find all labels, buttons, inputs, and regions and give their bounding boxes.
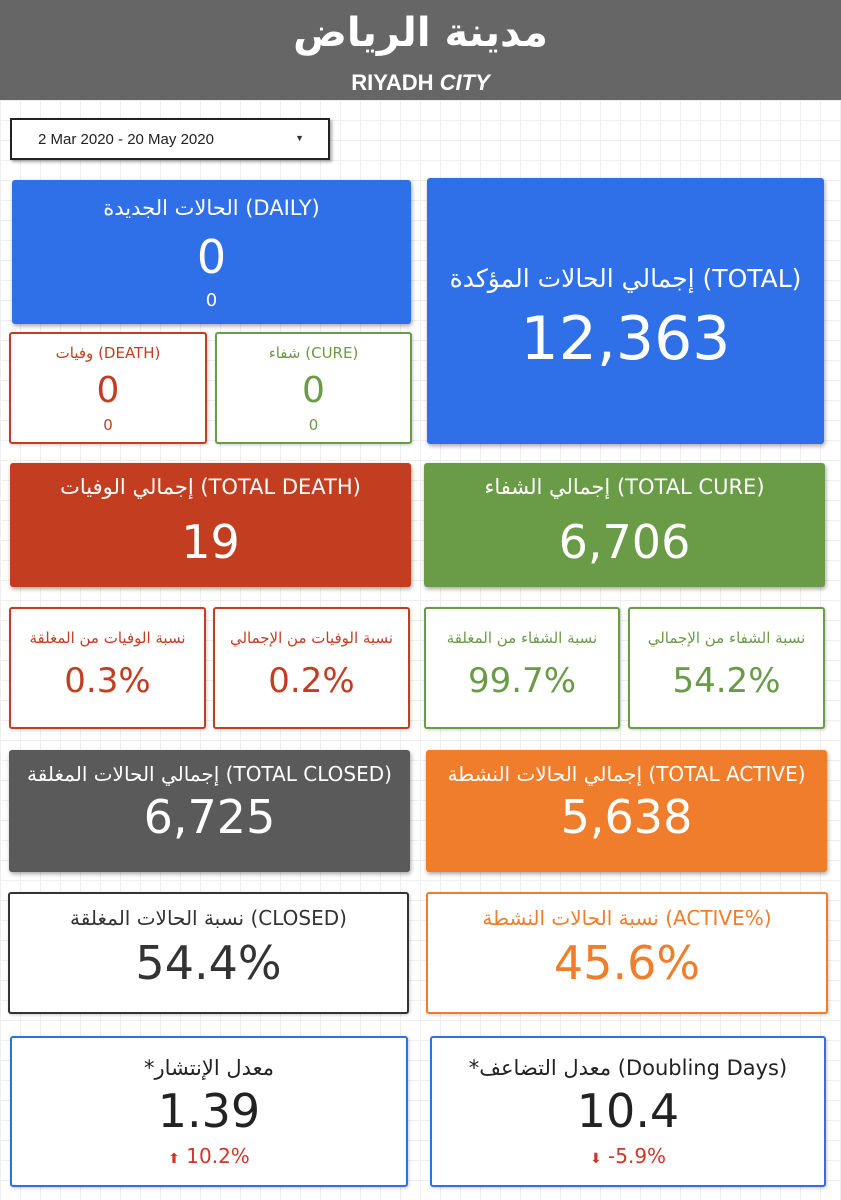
cure-closed-ratio-value: 99.7%: [467, 661, 576, 701]
total-cure-card: إجمالي الشفاء (TOTAL CURE) 6,706: [424, 463, 825, 587]
cure-closed-ratio-card: نسبة الشفاء من المغلقة 99.7%: [424, 607, 620, 729]
spread-rate-change-value: 10.2%: [186, 1144, 250, 1168]
doubling-days-card: *معدل التضاعف (Doubling Days) 10.4 ⬇ -5.…: [430, 1036, 826, 1187]
daily-death-label: وفيات (DEATH): [55, 344, 161, 362]
dropdown-caret-icon: ▼: [295, 133, 304, 143]
death-total-ratio-card: نسبة الوفيات من الإجمالي 0.2%: [213, 607, 410, 729]
spread-rate-label: *معدل الإنتشار: [143, 1056, 275, 1080]
total-closed-label: إجمالي الحالات المغلقة (TOTAL CLOSED): [27, 762, 392, 786]
total-active-value: 5,638: [560, 790, 693, 844]
daily-new-cases-change: 0: [205, 290, 218, 311]
spread-rate-value: 1.39: [157, 1084, 261, 1138]
doubling-days-value: 10.4: [576, 1084, 680, 1138]
arrow-up-icon: ⬆: [168, 1151, 180, 1167]
daily-new-cases-value: 0: [196, 230, 227, 284]
cure-total-ratio-value: 54.2%: [672, 661, 781, 701]
daily-new-cases-card: الحالات الجديدة (DAILY) 0 0: [12, 180, 411, 324]
daily-new-cases-label: الحالات الجديدة (DAILY): [103, 196, 320, 220]
page-title-english-part2: CITY: [439, 70, 490, 95]
total-death-value: 19: [181, 515, 240, 569]
closed-percentage-value: 54.4%: [135, 936, 282, 990]
date-range-value: 2 Mar 2020 - 20 May 2020: [38, 131, 214, 148]
page-title-arabic: مدينة الرياض: [293, 10, 548, 56]
spread-rate-card: *معدل الإنتشار 1.39 ⬆ 10.2%: [10, 1036, 408, 1187]
page-title-english: RIYADH CITY: [0, 70, 841, 96]
daily-cure-card: شفاء (CURE) 0 0: [215, 332, 412, 444]
death-closed-ratio-value: 0.3%: [64, 661, 151, 701]
active-percentage-card: نسبة الحالات النشطة (ACTIVE%) 45.6%: [426, 892, 828, 1014]
total-cure-value: 6,706: [558, 515, 691, 569]
total-confirmed-card: إجمالي الحالات المؤكدة (TOTAL) 12,363: [427, 178, 824, 444]
page-title-english-part1: RIYADH: [351, 70, 440, 95]
total-cure-label: إجمالي الشفاء (TOTAL CURE): [484, 475, 765, 499]
daily-death-value: 0: [96, 370, 120, 411]
date-range-picker[interactable]: 2 Mar 2020 - 20 May 2020 ▼: [10, 118, 330, 160]
total-death-label: إجمالي الوفيات (TOTAL DEATH): [60, 475, 361, 499]
closed-percentage-card: نسبة الحالات المغلقة (CLOSED) 54.4%: [8, 892, 409, 1014]
total-death-card: إجمالي الوفيات (TOTAL DEATH) 19: [10, 463, 411, 587]
daily-death-change: 0: [103, 416, 113, 434]
arrow-down-icon: ⬇: [589, 1151, 602, 1167]
death-closed-ratio-label: نسبة الوفيات من المغلقة: [29, 629, 186, 647]
closed-percentage-label: نسبة الحالات المغلقة (CLOSED): [70, 906, 347, 930]
doubling-days-change-value: -5.9%: [608, 1144, 667, 1168]
daily-cure-label: شفاء (CURE): [268, 344, 359, 362]
death-closed-ratio-card: نسبة الوفيات من المغلقة 0.3%: [9, 607, 206, 729]
death-total-ratio-label: نسبة الوفيات من الإجمالي: [229, 629, 394, 647]
total-active-card: إجمالي الحالات النشطة (TOTAL ACTIVE) 5,6…: [426, 750, 827, 872]
death-total-ratio-value: 0.2%: [268, 661, 355, 701]
total-closed-card: إجمالي الحالات المغلقة (TOTAL CLOSED) 6,…: [9, 750, 410, 872]
active-percentage-label: نسبة الحالات النشطة (ACTIVE%): [482, 906, 772, 930]
daily-death-card: وفيات (DEATH) 0 0: [9, 332, 207, 444]
active-percentage-value: 45.6%: [553, 936, 701, 990]
cure-closed-ratio-label: نسبة الشفاء من المغلقة: [446, 629, 598, 647]
total-confirmed-label: إجمالي الحالات المؤكدة (TOTAL): [449, 264, 802, 293]
cure-total-ratio-card: نسبة الشفاء من الإجمالي 54.2%: [628, 607, 825, 729]
doubling-days-label: *معدل التضاعف (Doubling Days): [468, 1056, 788, 1080]
cure-total-ratio-label: نسبة الشفاء من الإجمالي: [647, 629, 806, 647]
total-active-label: إجمالي الحالات النشطة (TOTAL ACTIVE): [447, 762, 806, 786]
daily-cure-change: 0: [308, 416, 319, 434]
doubling-days-change: ⬇ -5.9%: [432, 1144, 824, 1168]
page-header: مدينة الرياض RIYADH CITY: [0, 0, 841, 100]
spread-rate-change: ⬆ 10.2%: [12, 1144, 406, 1168]
total-closed-value: 6,725: [143, 790, 276, 844]
daily-cure-value: 0: [302, 370, 325, 411]
total-confirmed-value: 12,363: [520, 304, 731, 374]
